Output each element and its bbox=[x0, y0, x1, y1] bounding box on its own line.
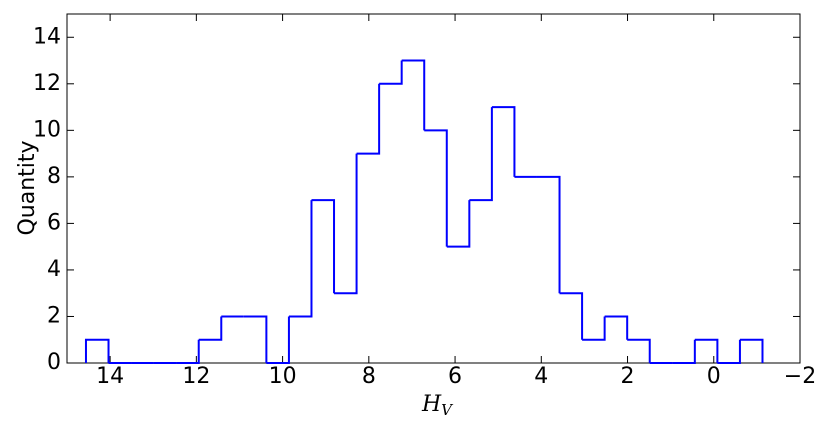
histogram-bin bbox=[334, 153, 358, 295]
x-tick-label: −2 bbox=[784, 364, 816, 389]
x-label-subscript: V bbox=[441, 401, 454, 419]
histogram-bin bbox=[604, 315, 629, 340]
histogram-bin bbox=[627, 338, 651, 363]
x-tick-label: 2 bbox=[621, 364, 635, 389]
histogram-bin bbox=[559, 292, 584, 340]
y-tick-label: 8 bbox=[47, 164, 61, 189]
x-tick-label: 14 bbox=[96, 364, 124, 389]
histogram-bin bbox=[356, 83, 381, 155]
y-tick-label: 0 bbox=[47, 350, 61, 375]
x-axis-label: HV bbox=[421, 392, 454, 419]
y-tick-label: 12 bbox=[33, 71, 61, 96]
x-tick-label: 0 bbox=[707, 364, 721, 389]
histogram-bin bbox=[198, 316, 223, 341]
histogram-bin bbox=[694, 338, 719, 363]
histogram-bin bbox=[672, 339, 696, 364]
histogram-bin bbox=[446, 200, 471, 248]
histogram-bin bbox=[717, 339, 741, 364]
y-tick-label: 2 bbox=[47, 303, 61, 328]
histogram-bin bbox=[739, 338, 764, 363]
histogram-bin bbox=[266, 316, 290, 364]
histogram-bin bbox=[84, 338, 110, 363]
histogram-bin bbox=[288, 200, 313, 318]
x-tick-label: 4 bbox=[534, 364, 548, 389]
histogram-bin bbox=[582, 316, 606, 341]
y-axis-label: Quantity bbox=[15, 140, 40, 235]
x-label-main: H bbox=[421, 392, 442, 417]
x-tick-label: 6 bbox=[448, 364, 462, 389]
histogram-bin bbox=[311, 199, 336, 294]
histogram-bin bbox=[491, 106, 516, 177]
histogram-bin bbox=[536, 175, 561, 294]
x-tick-label: 8 bbox=[362, 364, 376, 389]
plot-frame bbox=[66, 13, 801, 364]
x-tick-label: 10 bbox=[269, 364, 297, 389]
histogram-bin bbox=[243, 315, 268, 363]
histogram-bin bbox=[176, 339, 200, 364]
histogram-bin bbox=[401, 59, 426, 131]
histogram-bin bbox=[379, 60, 403, 85]
histogram-bin bbox=[424, 129, 448, 247]
y-tick-label: 4 bbox=[47, 257, 61, 282]
x-tick-label: 12 bbox=[182, 364, 210, 389]
histogram-bin bbox=[469, 107, 493, 202]
y-tick-label: 6 bbox=[47, 210, 61, 235]
y-tick-label: 14 bbox=[33, 24, 61, 49]
y-tick-label: 10 bbox=[33, 117, 61, 142]
